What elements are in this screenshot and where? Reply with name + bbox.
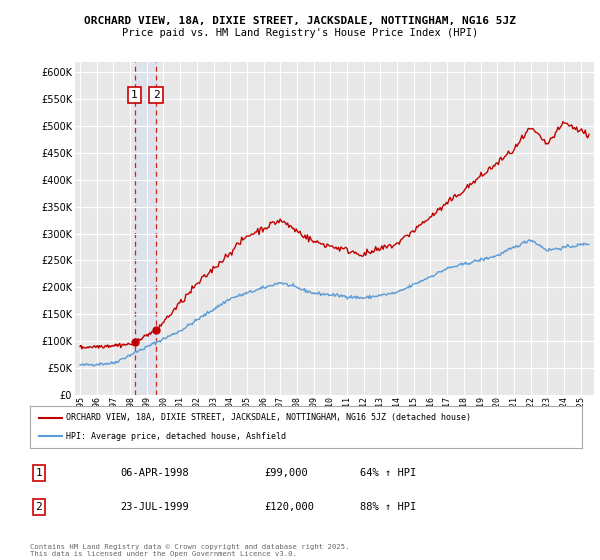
Text: 2: 2 (153, 90, 160, 100)
Text: ORCHARD VIEW, 18A, DIXIE STREET, JACKSDALE, NOTTINGHAM, NG16 5JZ (detached house: ORCHARD VIEW, 18A, DIXIE STREET, JACKSDA… (66, 413, 471, 422)
Text: 06-APR-1998: 06-APR-1998 (120, 468, 189, 478)
Text: ORCHARD VIEW, 18A, DIXIE STREET, JACKSDALE, NOTTINGHAM, NG16 5JZ: ORCHARD VIEW, 18A, DIXIE STREET, JACKSDA… (84, 16, 516, 26)
Text: £99,000: £99,000 (264, 468, 308, 478)
Text: HPI: Average price, detached house, Ashfield: HPI: Average price, detached house, Ashf… (66, 432, 286, 441)
Text: £120,000: £120,000 (264, 502, 314, 512)
Text: 2: 2 (35, 502, 43, 512)
Text: 1: 1 (35, 468, 43, 478)
Text: Contains HM Land Registry data © Crown copyright and database right 2025.
This d: Contains HM Land Registry data © Crown c… (30, 544, 349, 557)
Bar (134, 62, 156, 395)
Text: Price paid vs. HM Land Registry's House Price Index (HPI): Price paid vs. HM Land Registry's House … (122, 28, 478, 38)
Text: 1: 1 (131, 90, 138, 100)
Text: 88% ↑ HPI: 88% ↑ HPI (360, 502, 416, 512)
Text: 64% ↑ HPI: 64% ↑ HPI (360, 468, 416, 478)
Text: 23-JUL-1999: 23-JUL-1999 (120, 502, 189, 512)
